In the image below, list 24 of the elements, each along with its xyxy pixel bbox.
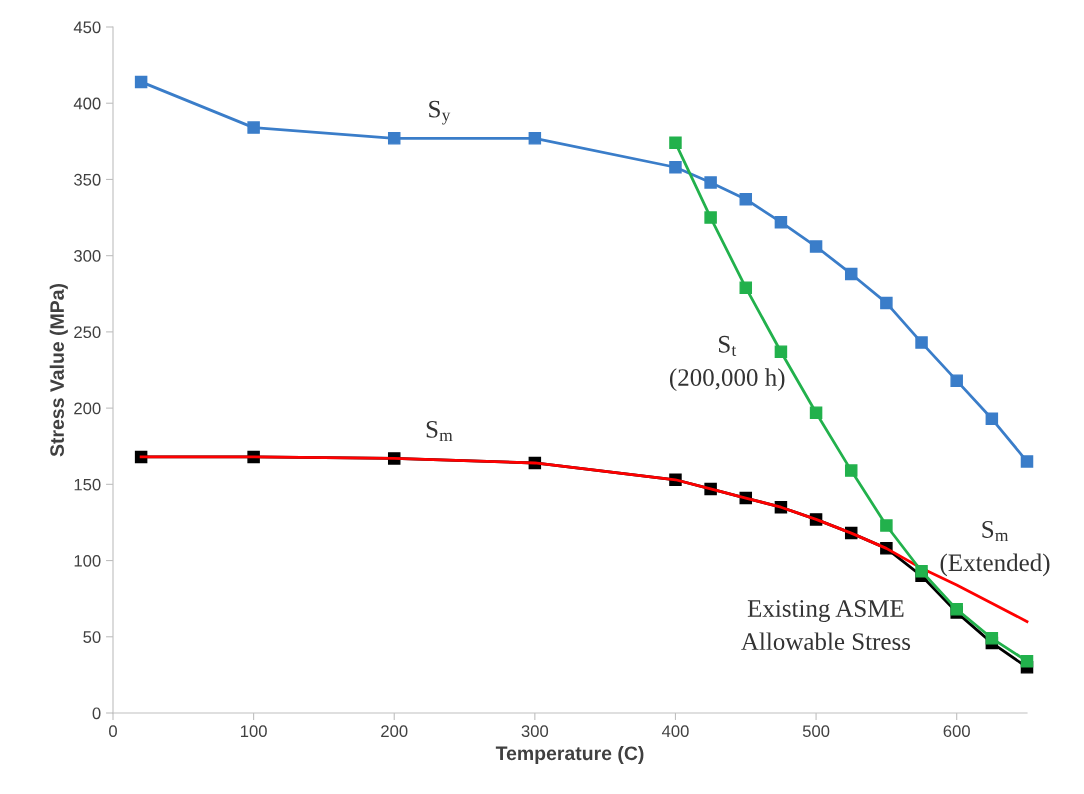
- y-tick-label: 0: [92, 707, 101, 720]
- x-tick-label: 600: [943, 725, 970, 738]
- y-tick-label: 400: [73, 97, 101, 110]
- y-axis-title: Stress Value (MPa): [49, 283, 68, 457]
- annotation: S$_{m}$: [426, 421, 453, 441]
- x-tick-label: 400: [661, 725, 689, 738]
- annotation: S$_{t}$ (200,000 h): [669, 335, 785, 392]
- x-tick-label: 100: [240, 725, 267, 738]
- y-tick-label: 350: [74, 173, 101, 186]
- x-tick-label: 200: [381, 725, 408, 738]
- y-tick-label: 100: [74, 554, 101, 567]
- y-tick-label: 300: [74, 250, 101, 262]
- x-tick-label: 500: [802, 725, 830, 738]
- y-tick-label: 450: [73, 21, 101, 34]
- annotation: S$_{m}$ (Extended): [940, 521, 1050, 577]
- y-tick-label: 50: [83, 631, 101, 643]
- x-tick-label: 300: [521, 725, 549, 738]
- y-tick-label: 250: [74, 326, 101, 339]
- annotation: Existing ASME Allowable Stress: [741, 600, 911, 651]
- x-tick-label: 0: [109, 725, 117, 738]
- x-axis-title: Temperature (C): [495, 745, 644, 765]
- annotation: S$_{y}$: [429, 100, 451, 125]
- y-tick-label: 150: [74, 478, 101, 491]
- y-tick-label: 200: [74, 402, 101, 415]
